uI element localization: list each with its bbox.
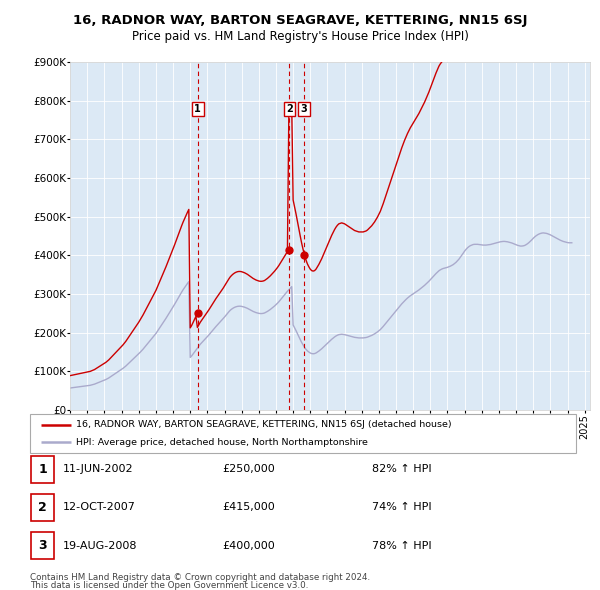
Text: 12-OCT-2007: 12-OCT-2007 [63,503,136,512]
Text: 78% ↑ HPI: 78% ↑ HPI [372,541,431,550]
Text: 3: 3 [301,104,307,114]
Text: 2: 2 [286,104,293,114]
Text: Price paid vs. HM Land Registry's House Price Index (HPI): Price paid vs. HM Land Registry's House … [131,30,469,43]
Text: 16, RADNOR WAY, BARTON SEAGRAVE, KETTERING, NN15 6SJ: 16, RADNOR WAY, BARTON SEAGRAVE, KETTERI… [73,14,527,27]
Text: 1: 1 [194,104,201,114]
FancyBboxPatch shape [30,414,576,453]
Text: Contains HM Land Registry data © Crown copyright and database right 2024.: Contains HM Land Registry data © Crown c… [30,572,370,582]
Text: 74% ↑ HPI: 74% ↑ HPI [372,503,431,512]
Text: HPI: Average price, detached house, North Northamptonshire: HPI: Average price, detached house, Nort… [76,438,368,447]
FancyBboxPatch shape [31,532,54,559]
Text: 16, RADNOR WAY, BARTON SEAGRAVE, KETTERING, NN15 6SJ (detached house): 16, RADNOR WAY, BARTON SEAGRAVE, KETTERI… [76,420,452,429]
FancyBboxPatch shape [31,455,54,483]
Text: 2: 2 [38,501,47,514]
Text: £250,000: £250,000 [222,464,275,474]
Text: 3: 3 [38,539,47,552]
Text: £415,000: £415,000 [222,503,275,512]
Text: 82% ↑ HPI: 82% ↑ HPI [372,464,431,474]
Text: 1: 1 [38,463,47,476]
Text: This data is licensed under the Open Government Licence v3.0.: This data is licensed under the Open Gov… [30,581,308,590]
Text: £400,000: £400,000 [222,541,275,550]
Text: 11-JUN-2002: 11-JUN-2002 [63,464,134,474]
Text: 19-AUG-2008: 19-AUG-2008 [63,541,137,550]
FancyBboxPatch shape [31,494,54,521]
